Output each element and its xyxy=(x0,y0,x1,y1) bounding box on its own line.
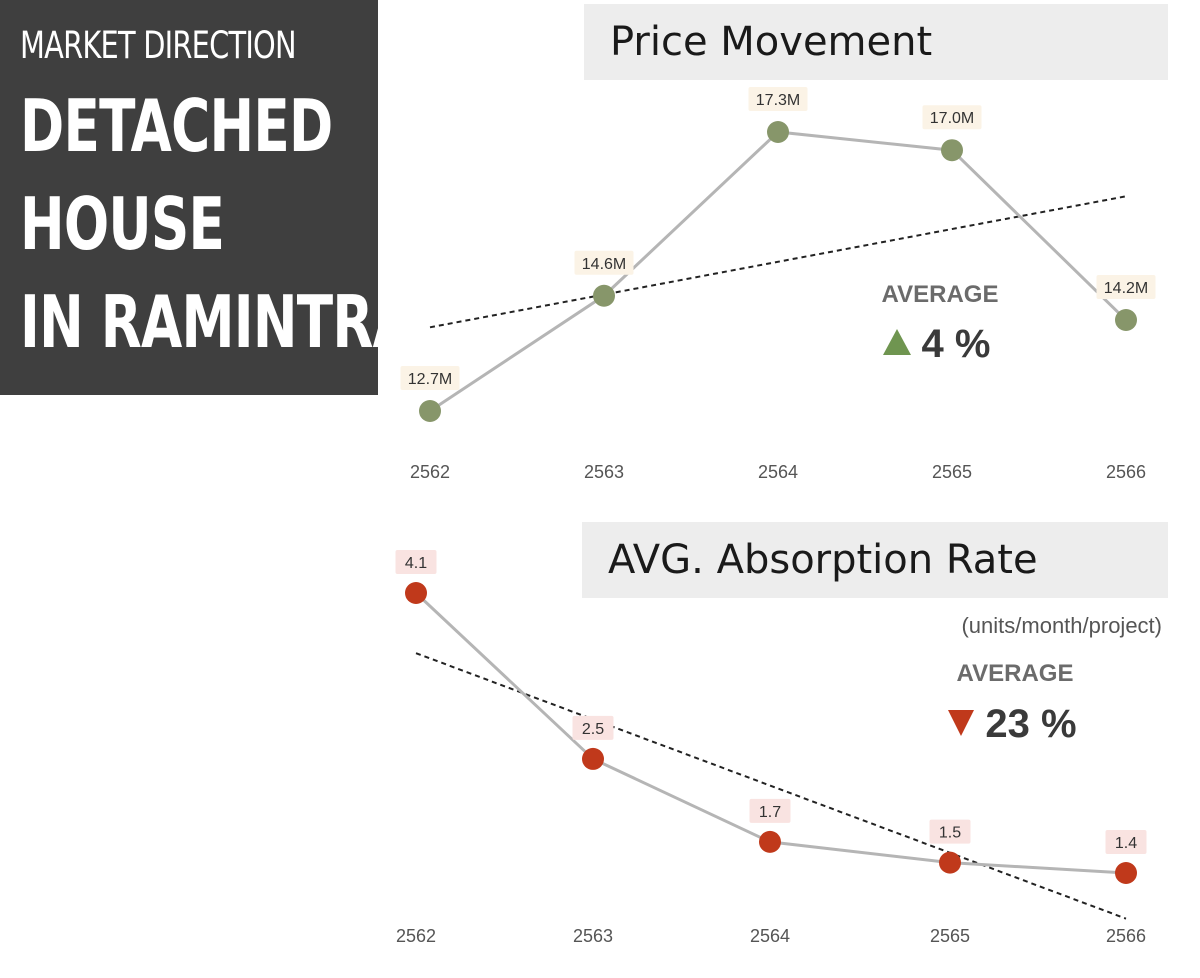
data-point-0-3 xyxy=(941,139,963,162)
x-tick-1-1: 2563 xyxy=(573,926,613,946)
x-tick-1-2: 2564 xyxy=(750,926,790,946)
subtitle: MARKET DIRECTION xyxy=(20,24,297,67)
average-label-1: AVERAGE xyxy=(957,660,1074,687)
title-line-1: DETACHED xyxy=(20,84,333,168)
series-line-0 xyxy=(429,130,1128,413)
data-label-bg-0-3 xyxy=(922,105,982,130)
average-value-1: 23 % xyxy=(985,702,1076,746)
data-label-1-4: 1.4 xyxy=(1115,835,1137,852)
title-panel: MARKET DIRECTION DETACHED HOUSE IN RAMIN… xyxy=(0,0,414,395)
data-label-bg-0-1 xyxy=(574,250,634,275)
data-label-1-0: 4.1 xyxy=(405,555,427,572)
average-label-0: AVERAGE xyxy=(882,281,999,308)
data-point-0-2 xyxy=(767,121,789,143)
data-point-1-2 xyxy=(759,830,781,853)
data-label-bg-0-0 xyxy=(400,366,460,390)
data-label-bg-1-2 xyxy=(749,798,791,823)
down-arrow-icon-1 xyxy=(948,710,974,736)
title-line-3: IN RAMINTRA xyxy=(20,280,414,364)
data-label-0-2: 17.3M xyxy=(756,92,800,109)
title-line-2: HOUSE xyxy=(20,182,225,266)
price-chart-title: Price Movement xyxy=(584,4,1168,80)
data-point-1-1 xyxy=(582,747,604,770)
data-point-0-1 xyxy=(593,284,615,307)
data-label-0-3: 17.0M xyxy=(930,110,974,127)
data-label-bg-0-2 xyxy=(748,87,808,111)
x-tick-1-4: 2566 xyxy=(1106,926,1146,946)
trendline-1 xyxy=(415,652,1127,920)
x-tick-0-1: 2563 xyxy=(584,462,624,482)
data-label-bg-1-3 xyxy=(929,819,971,844)
data-label-bg-1-1 xyxy=(572,715,614,740)
data-point-1-3 xyxy=(939,851,961,874)
x-tick-0-0: 2562 xyxy=(410,462,450,482)
up-arrow-icon-0 xyxy=(883,329,911,355)
units-note: (units/month/project) xyxy=(961,613,1162,638)
data-point-1-0 xyxy=(405,582,427,604)
data-label-1-3: 1.5 xyxy=(939,825,961,842)
data-label-0-0: 12.7M xyxy=(408,371,452,388)
data-label-0-4: 14.2M xyxy=(1104,280,1148,297)
data-label-1-2: 1.7 xyxy=(759,804,781,821)
x-tick-1-3: 2565 xyxy=(930,926,970,946)
data-point-0-0 xyxy=(419,400,441,422)
data-point-1-4 xyxy=(1115,862,1137,884)
data-label-0-1: 14.6M xyxy=(582,256,626,273)
x-tick-0-3: 2565 xyxy=(932,462,972,482)
data-label-1-1: 2.5 xyxy=(582,721,604,738)
x-tick-0-4: 2566 xyxy=(1106,462,1146,482)
data-label-bg-0-4 xyxy=(1096,275,1156,300)
x-tick-1-0: 2562 xyxy=(396,926,436,946)
average-value-0: 4 % xyxy=(922,322,991,366)
data-label-bg-1-4 xyxy=(1105,830,1147,854)
data-point-0-4 xyxy=(1115,309,1137,332)
trendline-0 xyxy=(429,195,1127,329)
absorption-chart-title: AVG. Absorption Rate xyxy=(582,522,1168,598)
x-tick-0-2: 2564 xyxy=(758,462,798,482)
data-label-bg-1-0 xyxy=(395,550,437,574)
